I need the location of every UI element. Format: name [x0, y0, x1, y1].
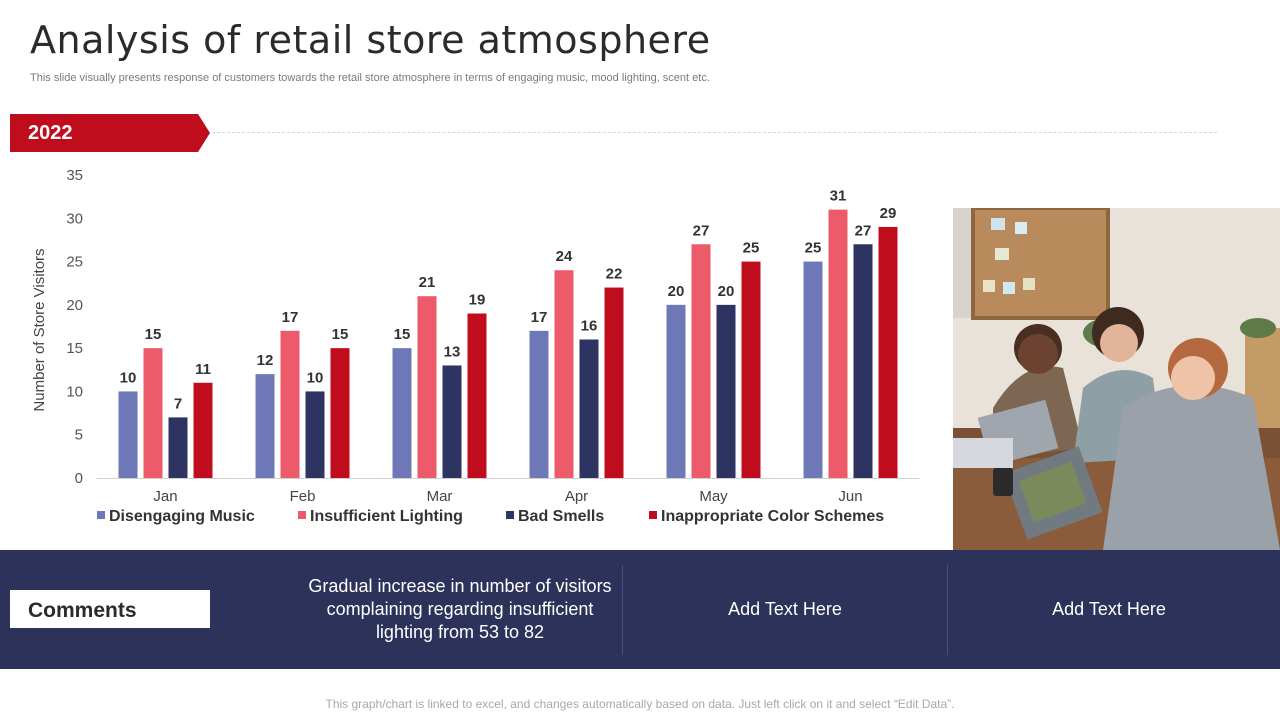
x-tick-label: Jan: [153, 488, 177, 505]
x-tick-label: Jun: [838, 488, 862, 505]
comments-label-box: Comments: [10, 590, 210, 628]
bar-jun-2: [828, 209, 848, 478]
column-divider: [622, 565, 623, 655]
comment-text-2: Add Text Here: [728, 599, 842, 619]
data-label: 20: [718, 283, 735, 300]
data-label: 12: [257, 352, 274, 369]
data-label: 7: [174, 395, 182, 412]
column-divider: [947, 565, 948, 655]
bar-may-1: [666, 304, 686, 478]
data-label: 17: [531, 309, 548, 326]
bar-jan-2: [143, 348, 163, 478]
bar-feb-4: [330, 348, 350, 478]
y-tick-label: 15: [66, 340, 83, 357]
y-axis-label: Number of Store Visitors: [31, 248, 48, 411]
y-tick-label: 10: [66, 383, 83, 400]
data-label: 31: [830, 188, 847, 205]
legend-swatch: [649, 511, 657, 519]
data-label: 11: [195, 361, 211, 378]
year-label: 2022: [28, 122, 73, 144]
bar-apr-3: [579, 339, 599, 478]
bar-jun-4: [878, 226, 898, 478]
x-tick-label: Apr: [565, 488, 588, 505]
bar-feb-3: [305, 391, 325, 478]
legend-swatch: [97, 511, 105, 519]
bar-chart: 0 5 10 15 20 25 30 35 Number of Store Visitors 10…: [31, 167, 919, 525]
legend-swatch: [298, 511, 306, 519]
data-label: 15: [145, 326, 162, 343]
page-subtitle: This slide visually presents response of…: [30, 72, 710, 84]
data-label: 15: [332, 326, 349, 343]
y-tick-label: 0: [75, 470, 83, 487]
data-label: 22: [606, 266, 623, 283]
y-tick-label: 35: [66, 167, 83, 184]
comment-text-1: Gradual increase in number of visitors c…: [308, 576, 612, 642]
legend-swatch: [506, 511, 514, 519]
bar-mar-2: [417, 296, 437, 478]
data-label: 20: [668, 283, 685, 300]
comment-text-3: Add Text Here: [1052, 599, 1166, 619]
bar-mar-3: [442, 365, 462, 478]
data-label: 29: [880, 205, 897, 222]
x-tick-label: Feb: [290, 488, 316, 505]
legend-label: Disengaging Music: [109, 508, 255, 525]
legend-label: Insufficient Lighting: [310, 508, 463, 525]
legend-label: Bad Smells: [518, 508, 604, 525]
bar-jan-3: [168, 417, 188, 478]
data-label: 25: [805, 240, 822, 257]
data-label: 16: [581, 317, 598, 334]
y-tick-label: 25: [66, 254, 83, 271]
page-title: Analysis of retail store atmosphere: [30, 18, 711, 62]
bar-jan-1: [118, 391, 138, 478]
dashed-divider: [212, 132, 1217, 133]
data-label: 17: [282, 309, 299, 326]
data-label: 25: [743, 240, 760, 257]
data-label: 27: [855, 222, 872, 239]
y-tick-label: 20: [66, 297, 83, 314]
bar-jun-3: [853, 244, 873, 478]
bar-feb-1: [255, 374, 275, 478]
people-meeting-photo: [953, 208, 1280, 550]
bar-may-2: [691, 244, 711, 478]
bar-apr-4: [604, 287, 624, 478]
bar-apr-2: [554, 270, 574, 478]
data-label: 27: [693, 222, 710, 239]
y-tick-label: 30: [66, 210, 83, 227]
y-tick-label: 5: [75, 427, 83, 444]
bar-may-3: [716, 304, 736, 478]
data-label: 10: [307, 369, 324, 386]
comments-band: Comments Gradual increase in number of v…: [0, 550, 1280, 669]
data-label: 19: [469, 292, 486, 309]
year-banner: 2022: [10, 114, 210, 152]
bar-apr-1: [529, 330, 549, 478]
data-label: 24: [556, 248, 573, 265]
bar-jan-4: [193, 382, 213, 478]
data-label: 10: [120, 369, 137, 386]
bar-may-4: [741, 261, 761, 478]
data-label: 21: [419, 274, 436, 291]
bar-mar-1: [392, 348, 412, 478]
x-tick-label: Mar: [427, 488, 453, 505]
comments-label: Comments: [28, 599, 137, 622]
data-label: 15: [394, 326, 411, 343]
x-tick-label: May: [699, 488, 728, 505]
bar-feb-2: [280, 330, 300, 478]
footnote: This graph/chart is linked to excel, and…: [325, 697, 955, 711]
bar-jun-1: [803, 261, 823, 478]
legend-label: Inappropriate Color Schemes: [661, 508, 884, 525]
bar-mar-4: [467, 313, 487, 478]
data-label: 13: [444, 343, 461, 360]
